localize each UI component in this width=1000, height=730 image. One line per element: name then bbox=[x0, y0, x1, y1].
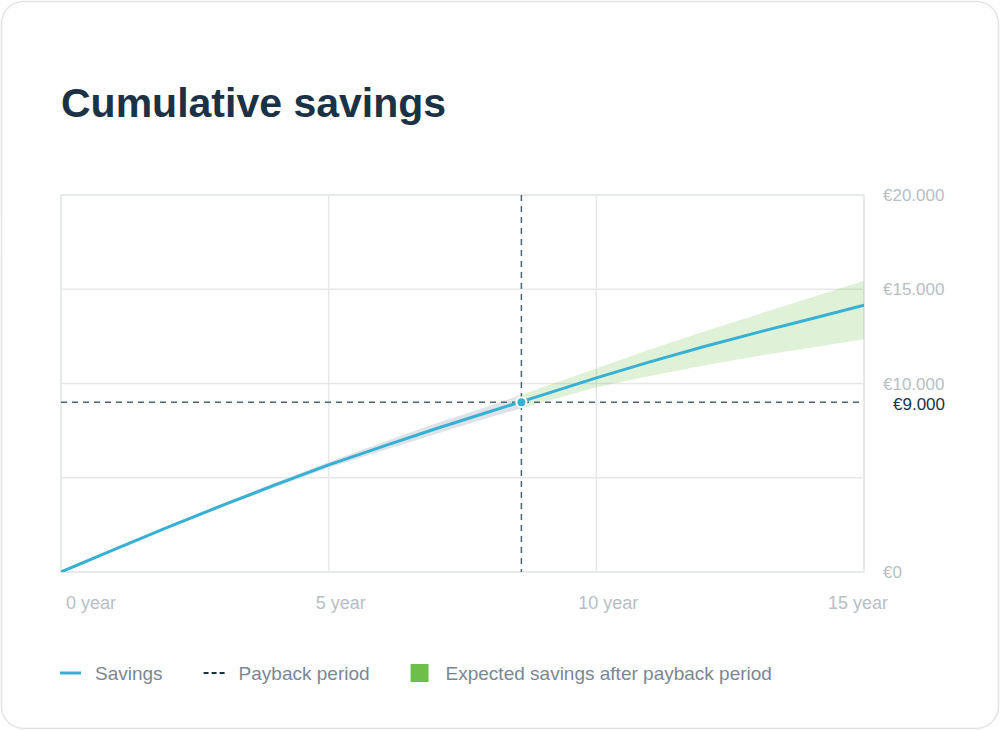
plot-area bbox=[61, 195, 864, 572]
x-tick-label: 0 year bbox=[66, 593, 116, 613]
legend: Savings Payback period Expected savings af… bbox=[60, 663, 772, 684]
savings-line bbox=[61, 305, 864, 572]
payback-horizontal bbox=[61, 402, 864, 404]
legend-label: Savings bbox=[95, 663, 163, 684]
payback-vertical bbox=[521, 195, 523, 572]
y-grid-line bbox=[61, 289, 864, 291]
band-before-payback bbox=[61, 281, 521, 572]
plot-frame bbox=[61, 195, 864, 572]
band-after-payback bbox=[521, 281, 864, 572]
legend-swatch bbox=[204, 672, 226, 674]
legend-swatch bbox=[411, 664, 429, 682]
payback-label: €9.000 bbox=[893, 395, 945, 414]
y-tick-label: €10.000 bbox=[883, 375, 944, 394]
expected-savings-band bbox=[521, 281, 864, 572]
x-grid-line bbox=[863, 195, 865, 572]
axes: €0 €10.000 €15.000 €20.000 0 year 5 year 10 ye… bbox=[61, 186, 944, 613]
legend-label: Payback period bbox=[239, 663, 370, 684]
x-grid-line bbox=[328, 195, 330, 572]
uncertainty-band bbox=[61, 281, 521, 572]
y-grid-line bbox=[61, 383, 864, 385]
title: Cumulative savings bbox=[61, 80, 446, 126]
legend-label: Expected savings after payback period bbox=[446, 663, 772, 684]
y-grid-line bbox=[61, 194, 864, 196]
y-tick-label: €0 bbox=[883, 563, 902, 582]
legend-swatch bbox=[60, 672, 81, 675]
payback-point bbox=[516, 397, 526, 407]
x-grid-line bbox=[60, 195, 62, 572]
y-tick-label: €15.000 bbox=[883, 280, 944, 299]
card bbox=[2, 2, 999, 729]
y-grid-line bbox=[61, 477, 864, 479]
y-grid-line bbox=[61, 571, 864, 573]
x-tick-label: 10 year bbox=[578, 593, 638, 613]
y-tick-label: €20.000 bbox=[883, 186, 944, 205]
x-tick-label: 15 year bbox=[828, 593, 888, 613]
chart: Cumulative savings €0 €10.000 €15.000 €20.00… bbox=[0, 0, 1000, 730]
x-tick-label: 5 year bbox=[316, 593, 366, 613]
